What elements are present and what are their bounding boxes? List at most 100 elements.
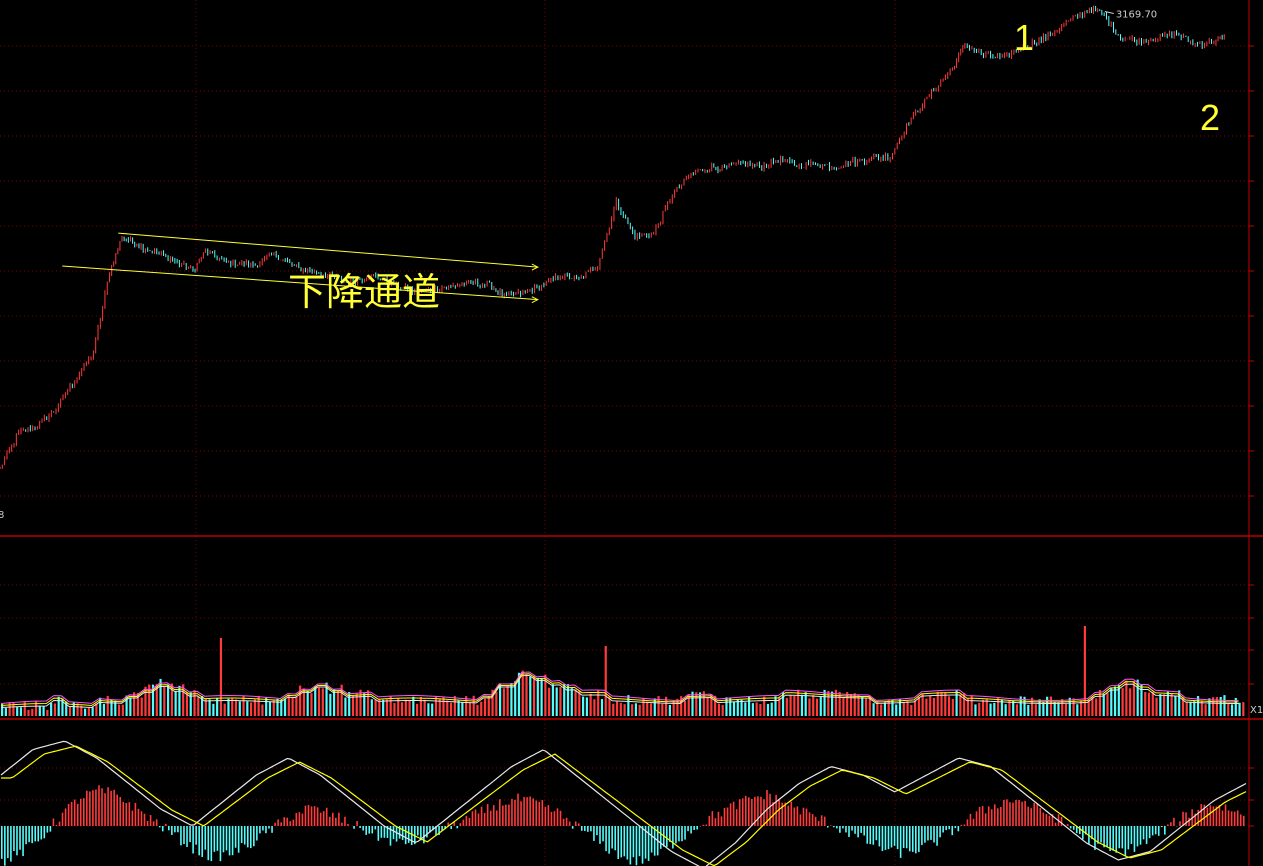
macd-bar: [702, 824, 705, 826]
macd-bar: [407, 826, 410, 843]
macd-bar: [1027, 806, 1029, 826]
macd-bar: [198, 826, 200, 856]
macd-bar: [301, 813, 304, 826]
macd-bar: [666, 826, 668, 847]
volume-bar: [80, 705, 83, 716]
macd-bar: [155, 819, 158, 826]
macd-bar: [757, 796, 759, 826]
macd-bar: [34, 826, 37, 842]
volume-bar: [174, 691, 177, 716]
volume-bar: [1196, 696, 1200, 716]
macd-bar: [963, 824, 966, 826]
volume-bar: [876, 701, 879, 716]
macd-bar: [936, 826, 938, 846]
marker-2: 2: [1200, 97, 1220, 138]
macd-bar: [67, 803, 70, 826]
volume-bar: [1030, 697, 1034, 716]
macd-dea-line: [1, 745, 1247, 866]
macd-bar: [22, 826, 24, 857]
volume-bar: [272, 700, 275, 716]
macd-bar: [246, 826, 249, 848]
macd-bar: [972, 818, 975, 826]
macd-bar: [653, 826, 656, 856]
macd-bar: [477, 813, 480, 826]
volume-bar: [634, 703, 638, 716]
volume-bar: [1076, 704, 1079, 716]
macd-bar: [37, 826, 40, 842]
volume-bar: [291, 697, 294, 716]
macd-bar: [769, 793, 771, 826]
macd-bar: [565, 817, 568, 826]
macd-bar: [86, 790, 88, 826]
volume-bar: [340, 684, 343, 716]
macd-bar: [1157, 826, 1160, 836]
macd-bar: [231, 826, 234, 856]
macd-bar: [441, 826, 443, 831]
macd-bar: [143, 813, 146, 826]
macd-bar: [177, 826, 179, 833]
volume-bar: [19, 707, 23, 716]
volume-bar: [574, 689, 577, 716]
volume-bar: [1034, 704, 1037, 716]
macd-bar: [1112, 826, 1114, 851]
macd-bar: [1082, 826, 1084, 840]
macd-bar: [152, 821, 155, 826]
macd-bar: [222, 826, 225, 853]
macd-bar: [228, 826, 231, 856]
macd-bar: [13, 826, 15, 852]
volume-bar: [144, 686, 147, 716]
volume-bar: [736, 699, 739, 716]
volume-bar: [102, 703, 106, 716]
volume-bar: [944, 692, 947, 716]
macd-bar: [298, 812, 301, 826]
volume-bar: [789, 695, 792, 716]
volume-bar: [691, 691, 694, 716]
macd-bar: [374, 826, 377, 830]
volume-bar: [793, 695, 796, 716]
macd-bar: [295, 812, 298, 826]
volume-bar: [385, 699, 389, 716]
macd-bar: [729, 803, 732, 826]
macd-bar: [717, 811, 720, 826]
macd-bar: [423, 826, 425, 844]
volume-bar: [615, 701, 619, 716]
macd-bar: [517, 793, 519, 826]
volume-bar: [76, 703, 79, 716]
volume-bar: [981, 699, 985, 716]
volume-bar: [378, 699, 381, 716]
macd-bar: [195, 826, 197, 845]
macd-bar: [893, 826, 896, 846]
volume-bar: [468, 702, 472, 716]
macd-bar: [553, 811, 556, 826]
macd-bar: [596, 826, 598, 836]
macd-bar: [817, 821, 820, 826]
macd-bar: [483, 812, 486, 826]
macd-bar: [921, 826, 923, 846]
macd-bar: [234, 826, 237, 848]
volume-bar: [823, 689, 826, 716]
macd-bar: [82, 798, 85, 826]
volume-bar: [1110, 687, 1113, 716]
macd-bar: [845, 826, 847, 833]
volume-bar: [544, 674, 547, 716]
volume-bar: [427, 703, 430, 716]
macd-bar: [1018, 799, 1020, 826]
volume-bar: [265, 697, 268, 716]
volume-bar: [117, 704, 121, 716]
volume-bar: [1189, 701, 1192, 716]
macd-bar: [286, 817, 289, 826]
volume-bar: [763, 696, 766, 716]
macd-bar: [638, 826, 641, 857]
macd-bar: [219, 826, 222, 862]
macd-bar: [811, 814, 814, 826]
macd-bar: [331, 812, 334, 826]
macd-bar: [990, 809, 993, 826]
macd-bar: [125, 802, 128, 826]
volume-bar: [1147, 692, 1151, 716]
macd-bar: [954, 826, 957, 829]
volume-bar: [1102, 694, 1105, 716]
macd-bar: [243, 826, 246, 845]
volume-bar: [559, 686, 562, 716]
macd-bar: [107, 787, 109, 826]
volume-bar: [510, 683, 513, 716]
